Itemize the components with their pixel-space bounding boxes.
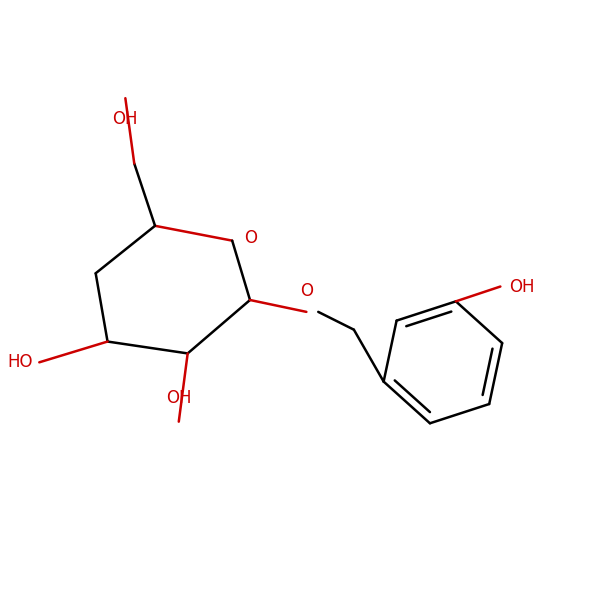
Text: O: O <box>244 229 257 247</box>
Text: OH: OH <box>166 389 191 407</box>
Text: OH: OH <box>113 110 138 128</box>
Text: HO: HO <box>8 353 34 371</box>
Text: O: O <box>300 282 313 300</box>
Text: OH: OH <box>509 278 535 296</box>
